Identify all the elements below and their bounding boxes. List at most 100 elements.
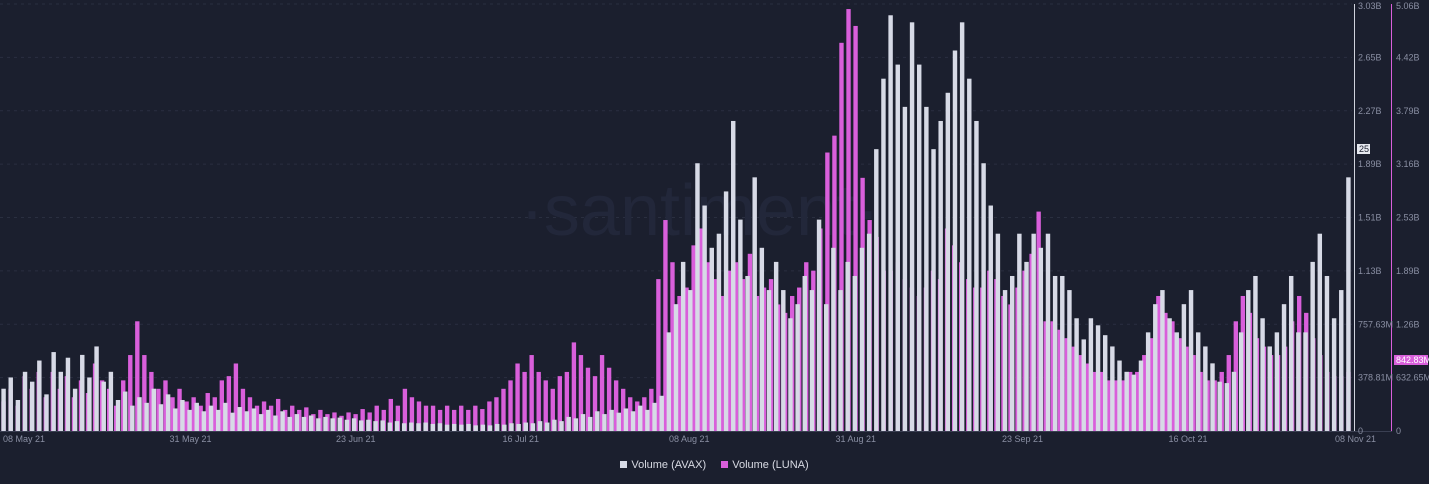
bar-avax	[237, 407, 242, 431]
legend-label-avax: Volume (AVAX)	[631, 459, 707, 471]
bar-avax	[466, 423, 471, 431]
bar-avax	[459, 424, 464, 431]
bar-avax	[344, 419, 350, 431]
bar-avax	[394, 421, 400, 431]
bar-avax	[151, 388, 157, 431]
bar-avax	[359, 420, 364, 431]
bar-avax	[416, 423, 421, 431]
legend-item-avax[interactable]: Volume (AVAX)	[620, 459, 706, 471]
bar-avax	[351, 418, 357, 431]
bar-avax	[1231, 371, 1237, 431]
bar-avax	[452, 423, 457, 431]
bar-luna	[416, 401, 422, 431]
bar-luna	[1191, 355, 1196, 431]
bar-avax	[1181, 304, 1187, 431]
bar-luna	[522, 371, 527, 431]
bar-luna	[1071, 346, 1077, 431]
bar-luna	[628, 397, 633, 431]
bar-avax	[230, 412, 235, 431]
bar-avax	[301, 416, 307, 431]
bar-avax	[373, 421, 378, 431]
bar-avax	[1324, 275, 1330, 431]
y-right-tick-label: 3.79B	[1396, 106, 1420, 116]
bar-avax	[838, 290, 843, 431]
bar-avax	[909, 22, 915, 432]
legend-item-luna[interactable]: Volume (LUNA)	[721, 459, 809, 471]
bar-avax	[573, 418, 579, 431]
bar-avax	[1145, 332, 1151, 431]
bar-luna	[1205, 380, 1210, 431]
bar-luna	[437, 409, 443, 431]
bar-luna	[670, 262, 675, 431]
bar-avax	[1045, 233, 1051, 431]
x-tick-label: 23 Jun 21	[336, 434, 376, 444]
bar-avax	[1124, 371, 1129, 431]
bar-luna	[374, 405, 379, 431]
bar-avax	[244, 411, 250, 431]
bar-avax	[80, 354, 85, 431]
bar-avax	[58, 371, 64, 431]
bar-avax	[444, 424, 450, 431]
bar-luna	[740, 279, 746, 431]
bar-avax	[37, 360, 42, 431]
bar-luna	[529, 355, 534, 431]
x-axis-labels: 08 May 21 31 May 21 23 Jun 21 16 Jul 21 08 A…	[3, 434, 1376, 444]
bar-luna	[444, 405, 450, 431]
bar-luna	[1099, 371, 1105, 431]
bar-luna	[621, 388, 626, 431]
bar-avax	[530, 423, 536, 431]
bar-avax	[809, 290, 815, 431]
bar-luna	[599, 355, 605, 431]
bar-avax	[859, 247, 865, 431]
bar-luna	[409, 397, 415, 431]
bar-avax	[974, 120, 979, 432]
bar-luna	[156, 388, 161, 431]
bar-luna	[1043, 321, 1048, 431]
bar-luna	[360, 409, 365, 431]
bar-luna	[275, 398, 281, 431]
bar-luna	[606, 367, 612, 431]
bar-luna	[212, 397, 217, 431]
bar-luna	[268, 405, 274, 431]
bar-avax	[65, 357, 71, 431]
bar-luna	[430, 405, 436, 431]
bar-luna	[846, 9, 851, 432]
bar-avax	[959, 22, 965, 432]
bar-luna	[1113, 380, 1119, 431]
bar-luna	[1163, 312, 1168, 431]
bar-avax	[866, 233, 872, 431]
bar-avax	[537, 421, 543, 431]
bar-luna	[1128, 371, 1133, 431]
bar-luna	[684, 287, 689, 431]
bar-luna	[402, 388, 408, 431]
marker-badge: 25	[1359, 144, 1369, 154]
bar-avax	[1081, 339, 1086, 431]
bar-avax	[795, 304, 800, 431]
bar-luna	[423, 405, 429, 431]
bar-avax	[766, 290, 772, 431]
bar-avax	[1024, 261, 1029, 431]
y-left-tick-label: 1.89B	[1358, 159, 1382, 169]
bar-avax	[1310, 261, 1315, 431]
bar-avax	[680, 261, 686, 431]
chart-legend: Volume (AVAX) Volume (LUNA)	[0, 459, 1429, 471]
bar-luna	[128, 355, 133, 431]
bar-avax	[952, 50, 958, 432]
bar-luna	[219, 380, 224, 431]
bar-avax	[831, 247, 836, 431]
bar-avax	[595, 411, 600, 431]
x-tick-label: 31 Aug 21	[836, 434, 877, 444]
bar-avax	[938, 120, 943, 432]
bar-avax	[101, 381, 106, 431]
bar-avax	[130, 405, 135, 431]
bar-avax	[1110, 346, 1115, 431]
bar-avax	[1267, 346, 1272, 431]
bar-avax	[638, 405, 643, 431]
bar-luna	[191, 397, 196, 431]
x-tick-label: 16 Oct 21	[1169, 434, 1208, 444]
bar-avax	[201, 411, 207, 431]
bar-avax	[688, 290, 693, 431]
bar-luna	[853, 25, 858, 432]
bar-luna	[501, 388, 506, 431]
bar-avax	[266, 409, 271, 431]
